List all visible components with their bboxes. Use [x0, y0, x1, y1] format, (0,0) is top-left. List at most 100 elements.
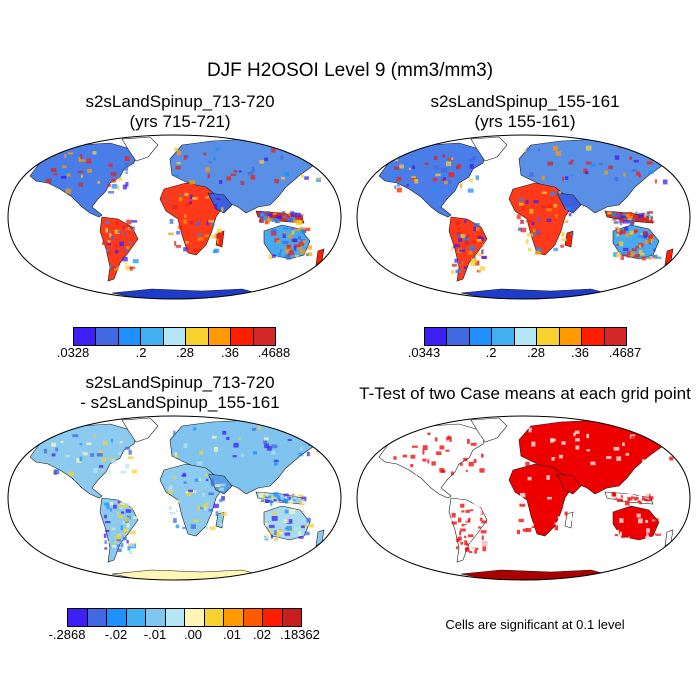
grid-cell [173, 476, 176, 480]
grid-cell [615, 212, 620, 214]
grid-cell [460, 541, 464, 545]
landmass-south-america [448, 497, 488, 563]
grid-cell [468, 158, 475, 162]
grid-cell [516, 529, 521, 535]
grid-cell [519, 197, 523, 202]
grid-cell [525, 490, 531, 496]
grid-cell [469, 542, 474, 547]
landmass-south-america [99, 216, 139, 282]
grid-cell [294, 527, 300, 530]
grid-cell [199, 450, 203, 455]
grid-cell [557, 516, 562, 519]
map-border [356, 134, 691, 300]
grid-cell [176, 230, 181, 235]
grid-cell [434, 155, 438, 160]
grid-cell [288, 234, 293, 239]
grid-cell [470, 442, 477, 446]
grid-cell [60, 176, 67, 179]
grid-cell [457, 269, 461, 274]
grid-cell [263, 439, 268, 444]
panel-title-line2: - s2sLandSpinup_155-161 [80, 393, 280, 412]
grid-cell [543, 488, 548, 491]
grid-cell [544, 503, 549, 508]
grid-cell [276, 495, 281, 500]
grid-cell [446, 156, 449, 160]
grid-cell [205, 478, 209, 482]
grid-cell [204, 503, 209, 508]
panel-title-line1: s2sLandSpinup_155-161 [430, 92, 620, 111]
panel-title-line1: s2sLandSpinup_713-720 [85, 373, 275, 392]
grid-cell [625, 233, 630, 238]
grid-cell [121, 533, 125, 536]
grid-cell [215, 147, 219, 151]
grid-cell [295, 228, 301, 232]
grid-cell [169, 511, 176, 515]
grid-cell [113, 504, 117, 509]
grid-cell [67, 152, 74, 155]
grid-cell [621, 516, 627, 521]
grid-cell [616, 230, 622, 235]
grid-cell [615, 253, 619, 258]
grid-cell [460, 528, 466, 532]
grid-cell [90, 453, 95, 457]
grid-cell [527, 476, 532, 481]
grid-cell [215, 511, 219, 517]
landmass-greenland [470, 417, 508, 443]
grid-cell [288, 251, 295, 256]
grid-cell [630, 495, 634, 499]
grid-cell [190, 524, 196, 529]
grid-cell [616, 243, 620, 246]
grid-cell [439, 468, 445, 473]
grid-cell [652, 444, 658, 449]
colorbar-swatch [492, 328, 515, 345]
grid-cell [96, 453, 103, 457]
grid-cell [189, 194, 193, 200]
grid-cell [443, 464, 449, 469]
grid-cell [471, 503, 478, 509]
grid-cell [467, 233, 470, 238]
grid-cell [411, 445, 418, 448]
grid-cell [214, 484, 220, 487]
grid-cell [283, 227, 289, 230]
grid-cell [320, 430, 326, 435]
grid-cell [641, 499, 645, 503]
grid-cell [645, 499, 652, 502]
grid-cell [454, 244, 460, 248]
grid-cell [643, 498, 648, 502]
grid-cell [469, 178, 474, 182]
grid-cell [214, 446, 218, 452]
grid-cell [623, 247, 629, 251]
grid-cell [193, 427, 197, 431]
grid-cell [298, 536, 304, 539]
colorbar-tick: .4688 [257, 345, 291, 360]
grid-cell [551, 457, 556, 461]
grid-cell [446, 440, 450, 445]
grid-cell [518, 202, 524, 206]
grid-cell [650, 146, 656, 151]
grid-cell [464, 540, 468, 546]
grid-cell [472, 240, 476, 244]
grid-cell [451, 247, 454, 251]
grid-cell [269, 495, 274, 500]
grid-cell [641, 436, 646, 441]
grid-cell [274, 461, 278, 466]
grid-cell [276, 240, 280, 244]
grid-cell [649, 496, 654, 500]
colorbar-swatch [425, 328, 448, 345]
grid-cell [111, 459, 117, 464]
grid-cell [554, 515, 558, 520]
panel-title-case1: s2sLandSpinup_713-720 (yrs 715-721) [20, 92, 340, 132]
colorbar-tick: .28 [175, 345, 195, 360]
grid-cell [213, 503, 219, 508]
grid-cell [123, 528, 128, 533]
landmass-south-america [448, 216, 488, 282]
grid-cell [617, 524, 620, 528]
grid-cell [470, 529, 473, 534]
grid-cell [216, 198, 221, 201]
grid-cell [168, 506, 172, 510]
landmass-greenland [121, 136, 159, 162]
grid-cell [320, 441, 325, 446]
grid-cell [567, 444, 571, 449]
grid-cell [561, 505, 564, 509]
grid-cell [575, 445, 580, 450]
